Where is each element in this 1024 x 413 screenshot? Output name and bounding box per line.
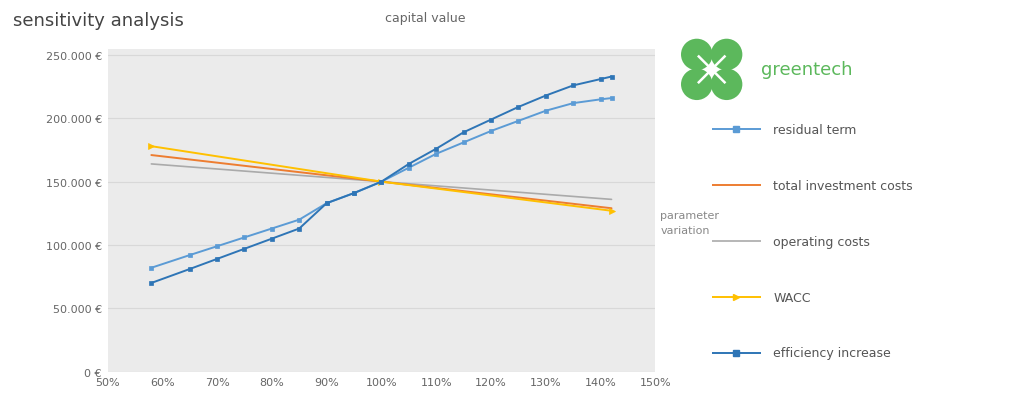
Ellipse shape <box>681 40 713 71</box>
Text: capital value: capital value <box>385 12 466 25</box>
Text: residual term: residual term <box>773 123 856 137</box>
Text: efficiency increase: efficiency increase <box>773 347 891 360</box>
Ellipse shape <box>681 69 713 101</box>
Text: parameter
variation: parameter variation <box>660 211 720 235</box>
Ellipse shape <box>711 40 742 71</box>
Text: WACC: WACC <box>773 291 811 304</box>
Text: greentech: greentech <box>761 61 852 79</box>
Text: operating costs: operating costs <box>773 235 870 248</box>
Text: sensitivity analysis: sensitivity analysis <box>13 12 184 30</box>
Ellipse shape <box>711 69 742 101</box>
Text: total investment costs: total investment costs <box>773 179 912 192</box>
